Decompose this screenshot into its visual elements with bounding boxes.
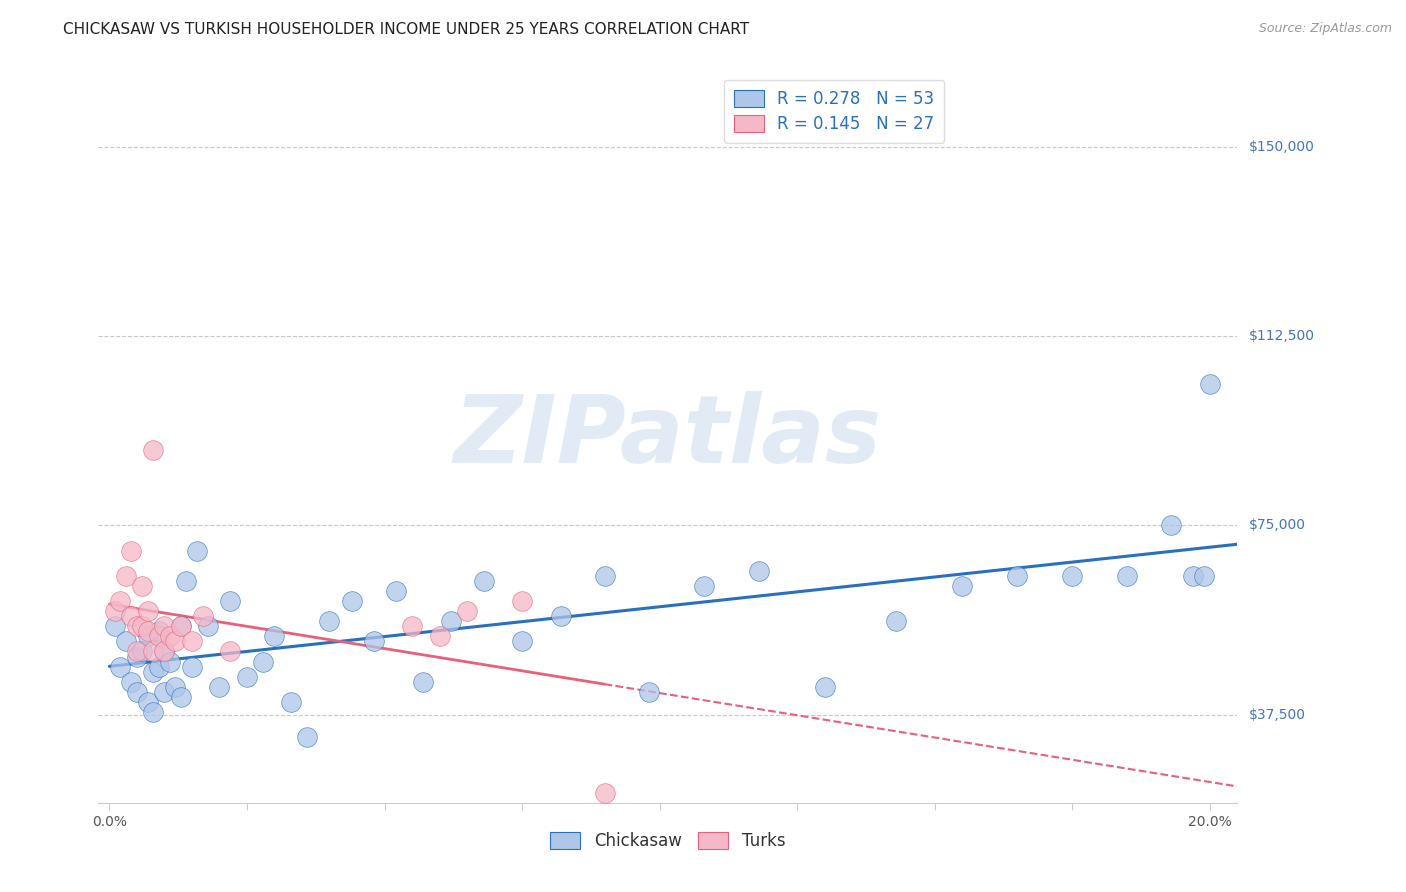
Point — [263, 629, 285, 643]
Point — [165, 634, 187, 648]
Point — [170, 619, 193, 633]
Point — [593, 569, 616, 583]
Point — [510, 634, 533, 648]
Point — [131, 579, 153, 593]
Point — [136, 604, 159, 618]
Text: Source: ZipAtlas.com: Source: ZipAtlas.com — [1258, 22, 1392, 36]
Point — [219, 644, 242, 658]
Point — [1116, 569, 1139, 583]
Text: CHICKASAW VS TURKISH HOUSEHOLDER INCOME UNDER 25 YEARS CORRELATION CHART: CHICKASAW VS TURKISH HOUSEHOLDER INCOME … — [63, 22, 749, 37]
Point — [131, 619, 153, 633]
Point — [136, 624, 159, 639]
Point — [176, 574, 198, 588]
Point — [219, 594, 242, 608]
Point — [814, 680, 837, 694]
Point — [115, 634, 138, 648]
Point — [208, 680, 231, 694]
Point — [142, 705, 165, 719]
Point — [170, 619, 193, 633]
Point — [165, 680, 187, 694]
Point — [181, 634, 204, 648]
Point — [120, 609, 142, 624]
Point — [252, 655, 274, 669]
Point — [142, 644, 165, 658]
Point — [136, 695, 159, 709]
Text: $37,500: $37,500 — [1249, 707, 1305, 722]
Point — [115, 569, 138, 583]
Point — [1062, 569, 1084, 583]
Point — [153, 619, 176, 633]
Point — [191, 609, 214, 624]
Point — [131, 644, 153, 658]
Point — [429, 629, 451, 643]
Point — [148, 624, 170, 639]
Point — [1005, 569, 1028, 583]
Point — [104, 604, 127, 618]
Point — [159, 655, 181, 669]
Point — [125, 644, 148, 658]
Point — [148, 659, 170, 673]
Point — [170, 690, 193, 704]
Point — [297, 730, 319, 744]
Point — [125, 685, 148, 699]
Text: $150,000: $150,000 — [1249, 140, 1315, 154]
Point — [110, 659, 132, 673]
Point — [456, 604, 478, 618]
Point — [153, 644, 176, 658]
Text: $75,000: $75,000 — [1249, 518, 1305, 533]
Point — [1160, 518, 1182, 533]
Point — [136, 629, 159, 643]
Point — [510, 594, 533, 608]
Point — [1182, 569, 1205, 583]
Point — [159, 629, 181, 643]
Text: ZIPatlas: ZIPatlas — [454, 391, 882, 483]
Point — [401, 619, 423, 633]
Point — [472, 574, 495, 588]
Point — [153, 685, 176, 699]
Point — [748, 564, 770, 578]
Point — [153, 644, 176, 658]
Point — [142, 442, 165, 457]
Point — [197, 619, 219, 633]
Point — [280, 695, 302, 709]
Point — [1198, 377, 1220, 392]
Point — [104, 619, 127, 633]
Point — [120, 674, 142, 689]
Point — [884, 614, 907, 628]
Point — [412, 674, 434, 689]
Text: $112,500: $112,500 — [1249, 329, 1315, 343]
Point — [142, 665, 165, 679]
Legend: Chickasaw, Turks: Chickasaw, Turks — [540, 822, 796, 860]
Point — [110, 594, 132, 608]
Point — [950, 579, 973, 593]
Point — [318, 614, 340, 628]
Point — [340, 594, 363, 608]
Point — [363, 634, 385, 648]
Point — [120, 543, 142, 558]
Point — [692, 579, 714, 593]
Point — [384, 583, 406, 598]
Point — [1194, 569, 1216, 583]
Point — [125, 649, 148, 664]
Point — [181, 659, 204, 673]
Point — [550, 609, 572, 624]
Point — [125, 619, 148, 633]
Point — [186, 543, 208, 558]
Point — [148, 629, 170, 643]
Point — [637, 685, 659, 699]
Point — [439, 614, 461, 628]
Point — [593, 786, 616, 800]
Point — [236, 670, 259, 684]
